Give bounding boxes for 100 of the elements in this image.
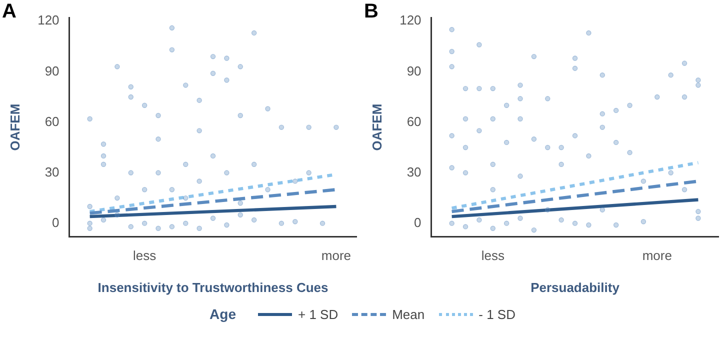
point [545,207,550,212]
legend-label: + 1 SD [298,306,338,322]
point [128,94,134,100]
point [586,222,592,228]
point [224,56,230,61]
point [504,140,510,146]
x-tick-label: less [481,248,505,264]
point [238,212,243,218]
point [156,112,161,118]
point [251,30,257,36]
legend-title: Age [210,306,236,322]
x-axis-title: Insensitivity to Trustworthiness Cues [98,280,328,295]
point [196,98,202,103]
point [128,84,134,90]
point [490,116,496,122]
point [462,116,468,122]
point [696,208,701,214]
point [224,78,230,83]
point [572,133,578,138]
point [476,86,482,92]
point [196,226,202,231]
point [238,112,243,118]
point [251,162,257,167]
point [531,227,537,233]
point [224,170,230,176]
point [449,133,454,138]
point [334,124,339,130]
point [640,178,646,184]
point [87,204,92,210]
x-tick-label: more [642,248,672,264]
point [265,106,270,112]
point [169,47,175,52]
point [210,70,216,76]
y-tick-label: 120 [38,12,60,28]
point [183,220,188,226]
point [600,207,605,212]
point [490,226,496,231]
point [183,195,188,201]
point [87,226,92,231]
point [600,111,605,116]
point [128,224,134,230]
point [682,94,688,100]
y-tick-label: 90 [406,63,422,78]
point [114,195,120,201]
point [449,26,454,32]
point [306,124,312,130]
x-tick-label: less [133,248,157,264]
point [100,153,106,159]
point [210,54,216,60]
point [100,142,106,147]
point [169,25,175,31]
point [142,187,148,192]
point [292,178,298,184]
point [696,216,701,221]
point [169,224,175,230]
point [558,144,564,150]
point [640,219,646,224]
point [265,187,270,192]
point [504,102,510,108]
point [449,220,454,226]
point [613,140,619,146]
point [531,54,537,60]
point [627,150,632,156]
legend-label: - 1 SD [478,306,516,322]
point [696,82,701,88]
y-tick-label: 0 [52,214,60,230]
point [251,217,257,223]
y-tick-label: 30 [406,164,422,180]
point [278,124,284,130]
point [142,220,148,226]
point [278,220,284,226]
point [696,78,701,83]
point [613,108,619,114]
point [87,220,92,226]
point [586,153,592,159]
y-axis-title: OAFEM [7,104,22,151]
x-tick-label: more [321,248,352,264]
point [169,187,175,192]
point [210,153,216,159]
point [462,170,468,176]
point [518,216,523,221]
point [183,82,188,88]
point [292,219,298,224]
point [462,224,468,230]
point [558,217,564,223]
point [476,217,482,223]
point [572,56,578,61]
chart-title: B [364,0,378,23]
point [476,128,482,134]
y-tick-label: 120 [400,12,422,28]
point [586,30,592,36]
point [531,136,537,142]
x-axis-title: Persuadability [530,280,620,295]
point [518,82,523,88]
point [156,170,161,176]
y-axis-title: OAFEM [369,104,384,151]
point [668,72,674,78]
point [87,116,92,122]
point [100,162,106,167]
point [238,200,243,206]
